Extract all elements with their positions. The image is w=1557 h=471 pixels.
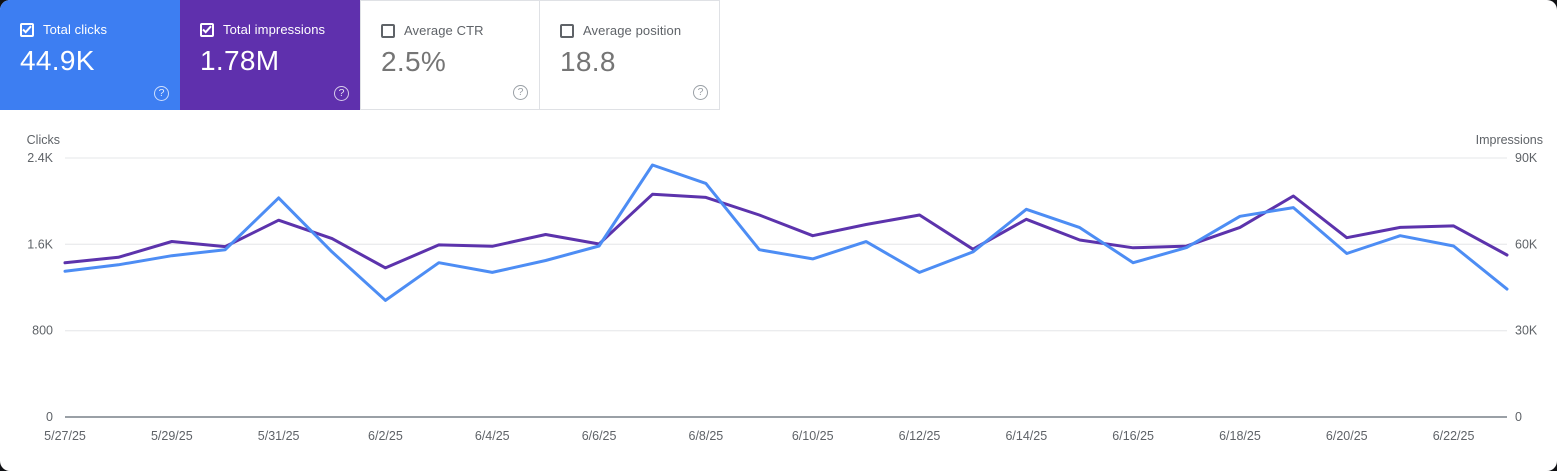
- date-tick-label: 5/31/25: [258, 429, 300, 443]
- date-tick-label: 6/18/25: [1219, 429, 1261, 443]
- date-tick-label: 6/4/25: [475, 429, 510, 443]
- performance-chart: 0 0 800 30K 1.6K 60K 2.4K 90K Clicks Impressions 5…: [0, 125, 1557, 471]
- average-position-checkbox[interactable]: [560, 23, 574, 38]
- metric-cards-row: Total clicks 44.9K ? Total impressions 1…: [0, 0, 720, 110]
- total-clicks-label: Total clicks: [43, 22, 108, 37]
- average-ctr-value: 2.5%: [381, 46, 447, 77]
- date-tick-label: 5/29/25: [151, 429, 193, 443]
- help-icon[interactable]: ?: [693, 85, 708, 100]
- help-icon[interactable]: ?: [154, 86, 169, 101]
- total-impressions-label: Total impressions: [223, 22, 326, 37]
- date-tick-label: 6/8/25: [689, 429, 724, 443]
- average-position-card[interactable]: Average position 18.8 ?: [540, 0, 720, 110]
- date-tick-label: 6/6/25: [582, 429, 617, 443]
- help-icon[interactable]: ?: [334, 86, 349, 101]
- date-tick-label: 6/14/25: [1005, 429, 1047, 443]
- right-axis-tick-label: 30K: [1515, 324, 1538, 338]
- help-icon[interactable]: ?: [513, 85, 528, 100]
- date-tick-label: 6/10/25: [792, 429, 834, 443]
- impressions-line: [63, 192, 1509, 270]
- date-tick-label: 6/20/25: [1326, 429, 1368, 443]
- average-ctr-checkbox[interactable]: [381, 23, 395, 38]
- total-impressions-checkbox[interactable]: [200, 22, 214, 37]
- date-tick-label: 6/2/25: [368, 429, 403, 443]
- date-tick-label: 6/16/25: [1112, 429, 1154, 443]
- left-axis-tick-label: 1.6K: [27, 237, 53, 251]
- date-tick-label: 5/27/25: [44, 429, 86, 443]
- average-position-value: 18.8: [560, 46, 616, 77]
- check-icon: [202, 25, 212, 34]
- average-position-label: Average position: [583, 23, 682, 38]
- clicks-line: [63, 163, 1509, 302]
- average-ctr-card[interactable]: Average CTR 2.5% ?: [360, 0, 540, 110]
- right-axis-tick-label: 90K: [1515, 151, 1538, 165]
- left-axis-tick-label: 0: [46, 410, 53, 424]
- date-tick-label: 6/12/25: [899, 429, 941, 443]
- right-axis-tick-label: 60K: [1515, 237, 1538, 251]
- date-tick-label: 6/22/25: [1433, 429, 1475, 443]
- right-axis-tick-label: 0: [1515, 410, 1522, 424]
- right-axis-title: Impressions: [1476, 133, 1543, 147]
- left-axis-tick-label: 800: [32, 324, 53, 338]
- left-axis-title: Clicks: [27, 133, 60, 147]
- total-clicks-card[interactable]: Total clicks 44.9K ?: [0, 0, 180, 110]
- average-ctr-label: Average CTR: [404, 23, 484, 38]
- total-impressions-value: 1.78M: [200, 45, 280, 76]
- check-icon: [22, 25, 32, 34]
- total-impressions-card[interactable]: Total impressions 1.78M ?: [180, 0, 360, 110]
- left-axis-tick-label: 2.4K: [27, 151, 53, 165]
- total-clicks-checkbox[interactable]: [20, 22, 34, 37]
- total-clicks-value: 44.9K: [20, 45, 95, 76]
- clicks-impressions-line-chart: 0 0 800 30K 1.6K 60K 2.4K 90K Clicks Impressions 5…: [27, 133, 1543, 443]
